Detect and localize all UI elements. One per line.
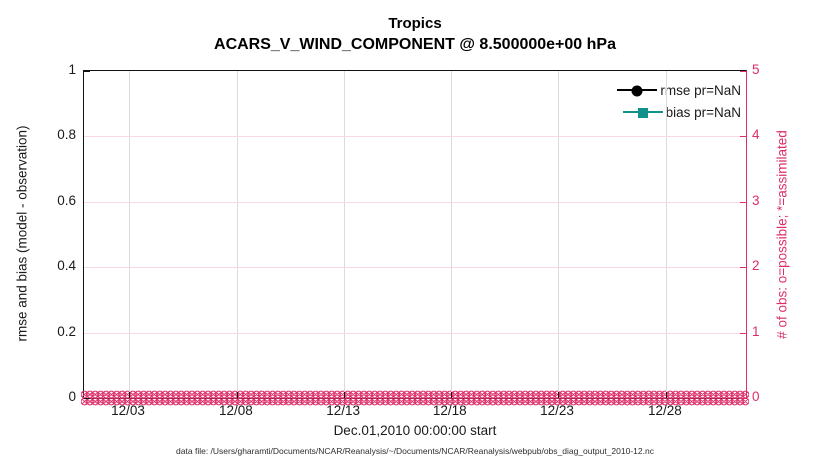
right-tick-label: 1 [752, 323, 760, 339]
x-gridline [450, 71, 452, 398]
left-tick-mark [84, 398, 90, 399]
right-tick-mark [740, 136, 746, 138]
legend-line-sample [622, 108, 663, 118]
left-y-axis-label: rmse and bias (model - observation) [14, 125, 30, 342]
y-gridline [84, 332, 746, 334]
left-tick-mark [84, 71, 90, 72]
right-tick-label: 0 [752, 389, 760, 404]
legend-item: bias pr=NaN [617, 101, 741, 123]
left-tick-label: 0.4 [57, 258, 76, 274]
rmse-circle-icon [631, 85, 643, 97]
x-tick-mark [665, 392, 667, 398]
chart-subtitle: ACARS_V_WIND_COMPONENT @ 8.500000e+00 hP… [214, 36, 616, 53]
y-gridline [84, 267, 746, 269]
legend-label: rmse pr=NaN [660, 82, 741, 98]
legend-item: rmse pr=NaN [617, 79, 741, 101]
y-gridline [84, 136, 746, 138]
y-gridline [84, 201, 746, 203]
x-tick-label: 12/28 [647, 403, 682, 418]
right-tick-mark [740, 398, 746, 399]
left-tick-label: 0.8 [57, 127, 76, 143]
x-tick-label: 12/18 [432, 403, 467, 418]
right-tick-mark [740, 267, 746, 269]
x-gridline [557, 71, 559, 398]
right-tick-label: 2 [752, 258, 760, 274]
x-tick-mark [450, 392, 452, 398]
right-y-axis-label: # of obs: o=possible; *=assimilated [774, 130, 790, 339]
bias-square-icon [637, 108, 648, 118]
x-tick-mark [344, 392, 346, 398]
left-tick-label: 0.2 [57, 323, 76, 339]
right-tick-mark [740, 71, 746, 72]
legend-label: bias pr=NaN [665, 104, 741, 120]
x-gridline [344, 71, 346, 398]
x-tick-label: 12/03 [111, 403, 145, 418]
left-tick-label: 1 [68, 62, 76, 77]
right-tick-label: 5 [752, 62, 760, 77]
obs-count-marker-band [81, 390, 749, 406]
x-gridline [129, 71, 131, 398]
x-axis-label: Dec.01,2010 00:00:00 start [333, 423, 497, 438]
plot-area: rmse pr=NaN bias pr=NaN [81, 70, 749, 406]
legend: rmse pr=NaN bias pr=NaN [617, 79, 741, 123]
right-tick-label: 3 [752, 192, 760, 208]
x-tick-mark [236, 392, 238, 398]
right-tick-mark [740, 201, 746, 203]
left-tick-label: 0 [68, 389, 76, 404]
left-tick-label: 0.6 [57, 192, 76, 208]
right-tick-mark [740, 332, 746, 334]
chart-titles: Tropics ACARS_V_WIND_COMPONENT @ 8.50000… [0, 13, 830, 56]
legend-line-sample [617, 85, 658, 97]
x-gridline [236, 71, 238, 398]
x-tick-label: 12/13 [326, 403, 361, 418]
x-tick-mark [557, 392, 559, 398]
x-tick-label: 12/08 [219, 403, 253, 418]
data-file-note: data file: /Users/gharamti/Documents/NCA… [176, 446, 654, 456]
x-tick-label: 12/23 [540, 403, 574, 418]
chart-title: Tropics [388, 15, 442, 32]
x-gridline [665, 71, 667, 398]
x-tick-mark [129, 392, 131, 398]
right-tick-label: 4 [752, 127, 760, 143]
